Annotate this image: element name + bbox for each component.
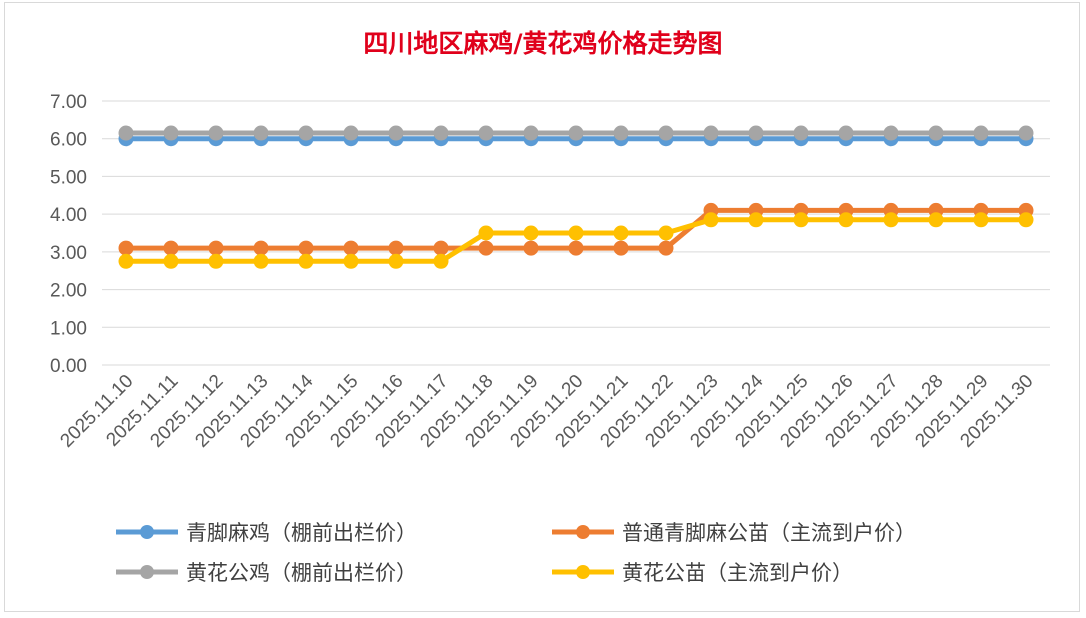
chart-title: 四川地区麻鸡/黄花鸡价格走势图: [363, 29, 723, 58]
data-point: [568, 125, 584, 141]
data-point: [298, 240, 314, 256]
data-point: [928, 125, 944, 141]
data-point: [523, 225, 539, 241]
data-point: [253, 240, 269, 256]
legend-marker: [140, 525, 154, 539]
data-point: [1018, 125, 1034, 141]
y-tick-label: 1.00: [50, 318, 87, 339]
data-point: [433, 253, 449, 269]
data-point: [343, 240, 359, 256]
data-point: [928, 212, 944, 228]
data-point: [793, 125, 809, 141]
y-tick-label: 3.00: [50, 243, 87, 264]
y-tick-label: 0.00: [50, 356, 87, 377]
data-point: [613, 240, 629, 256]
x-axis: 2025.11.102025.11.112025.11.122025.11.13…: [56, 370, 1037, 451]
y-tick-label: 4.00: [50, 205, 87, 226]
data-point: [568, 240, 584, 256]
data-point: [163, 253, 179, 269]
data-point: [388, 125, 404, 141]
legend-marker: [140, 565, 154, 579]
chart-frame: [4, 2, 1080, 612]
y-axis: 0.00 1.00 2.00 3.00 4.00 5.00 6.00 7.00: [50, 92, 87, 377]
data-point: [883, 212, 899, 228]
y-tick-label: 7.00: [50, 92, 87, 113]
data-point: [478, 225, 494, 241]
data-point: [433, 125, 449, 141]
data-point: [343, 253, 359, 269]
data-point: [298, 253, 314, 269]
y-tick-label: 5.00: [50, 167, 87, 188]
data-point: [523, 240, 539, 256]
data-point: [568, 225, 584, 241]
data-point: [838, 212, 854, 228]
data-point: [208, 253, 224, 269]
y-tick-label: 2.00: [50, 281, 87, 302]
data-point: [973, 125, 989, 141]
data-point: [343, 125, 359, 141]
data-point: [433, 240, 449, 256]
data-point: [793, 212, 809, 228]
series-lines: [118, 125, 1034, 269]
data-point: [748, 125, 764, 141]
data-point: [118, 125, 134, 141]
data-point: [613, 225, 629, 241]
data-point: [208, 240, 224, 256]
data-point: [163, 125, 179, 141]
data-point: [838, 125, 854, 141]
data-point: [208, 125, 224, 141]
legend: 青脚麻鸡（棚前出栏价） 普通青脚麻公苗（主流到户价） 黄花公鸡（棚前出栏价） 黄花公苗…: [116, 521, 916, 585]
data-point: [613, 125, 629, 141]
data-point: [658, 125, 674, 141]
legend-label: 青脚麻鸡（棚前出栏价）: [186, 521, 417, 545]
data-point: [748, 212, 764, 228]
data-point: [298, 125, 314, 141]
legend-label: 普通青脚麻公苗（主流到户价）: [622, 521, 916, 545]
y-tick-label: 6.00: [50, 130, 87, 151]
data-point: [658, 225, 674, 241]
data-point: [118, 240, 134, 256]
data-point: [478, 125, 494, 141]
data-point: [388, 240, 404, 256]
data-point: [478, 240, 494, 256]
legend-marker: [576, 565, 590, 579]
data-point: [388, 253, 404, 269]
data-point: [973, 212, 989, 228]
data-point: [253, 125, 269, 141]
data-point: [658, 240, 674, 256]
data-point: [523, 125, 539, 141]
data-point: [703, 125, 719, 141]
data-point: [883, 125, 899, 141]
data-point: [253, 253, 269, 269]
data-point: [163, 240, 179, 256]
legend-marker: [576, 525, 590, 539]
data-point: [1018, 212, 1034, 228]
data-point: [118, 253, 134, 269]
legend-label: 黄花公鸡（棚前出栏价）: [186, 561, 417, 585]
data-point: [703, 212, 719, 228]
legend-label: 黄花公苗（主流到户价）: [622, 561, 853, 585]
